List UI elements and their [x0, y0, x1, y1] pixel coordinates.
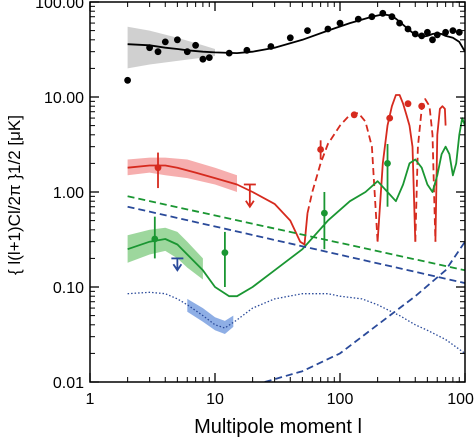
- data-point-24: [424, 28, 431, 36]
- data-point-15: [336, 19, 344, 27]
- data-point-0: [124, 76, 131, 84]
- series-line-8: [264, 241, 465, 382]
- x-tick-label-1: 10: [206, 391, 224, 408]
- series-lines: [127, 13, 465, 382]
- y-tick-label-4: 100.00: [35, 0, 84, 12]
- y-tick-label-2: 1.00: [53, 185, 84, 202]
- series-line-10: [127, 205, 465, 284]
- data-point-17: [368, 13, 376, 21]
- data-point-35: [418, 102, 426, 110]
- data-point-26: [433, 31, 441, 39]
- y-tick-label-1: 0.10: [53, 280, 84, 297]
- data-points: [124, 9, 463, 287]
- x-tick-label-2: 100: [327, 391, 354, 408]
- data-point-14: [324, 25, 332, 33]
- series-line-5: [434, 105, 447, 242]
- series-line-9: [127, 195, 465, 272]
- data-point-11: [267, 43, 275, 50]
- data-point-31: [317, 146, 324, 153]
- y-tick-label-0: 0.01: [53, 375, 84, 392]
- series-line-3: [376, 94, 417, 242]
- x-axis-label: Multipole moment l: [194, 416, 362, 438]
- data-point-2: [154, 48, 162, 56]
- data-point-9: [225, 49, 233, 57]
- band-2: [127, 227, 203, 280]
- data-point-33: [386, 114, 394, 122]
- data-point-38: [321, 209, 328, 217]
- series-line-1: [127, 164, 309, 246]
- data-point-8: [205, 54, 213, 61]
- data-point-1: [146, 44, 154, 52]
- data-point-34: [404, 100, 412, 108]
- data-point-21: [404, 25, 412, 33]
- upper-limit-arrow-0: [245, 200, 255, 209]
- series-line-4: [414, 98, 437, 242]
- x-tick-label-0: 1: [86, 391, 95, 408]
- data-point-37: [221, 249, 229, 256]
- data-point-12: [286, 34, 294, 42]
- data-point-16: [354, 15, 362, 23]
- data-point-6: [192, 41, 200, 49]
- y-tick-label-3: 10.00: [44, 90, 84, 107]
- data-point-32: [350, 111, 358, 119]
- data-point-36: [151, 235, 159, 243]
- data-point-23: [418, 32, 426, 40]
- band-3: [187, 298, 234, 334]
- data-point-13: [304, 27, 311, 34]
- y-axis-label: { l(l+1)Cl/2π }1/2 [μK]: [5, 115, 24, 275]
- data-point-3: [161, 38, 169, 46]
- data-point-39: [384, 160, 391, 167]
- data-point-18: [379, 9, 387, 17]
- data-point-27: [442, 28, 449, 36]
- series-line-7: [127, 291, 465, 354]
- data-point-19: [388, 13, 396, 21]
- data-point-7: [199, 55, 207, 63]
- upper-limit-arrow-1: [172, 263, 183, 272]
- data-point-10: [243, 46, 251, 54]
- data-point-29: [455, 28, 463, 36]
- data-point-20: [396, 19, 403, 27]
- data-point-22: [411, 30, 419, 38]
- band-1: [127, 157, 237, 192]
- data-point-25: [429, 36, 436, 44]
- data-point-4: [174, 36, 181, 44]
- data-point-5: [183, 48, 191, 56]
- data-point-30: [154, 164, 162, 172]
- data-point-28: [449, 27, 457, 34]
- series-line-2: [306, 112, 379, 242]
